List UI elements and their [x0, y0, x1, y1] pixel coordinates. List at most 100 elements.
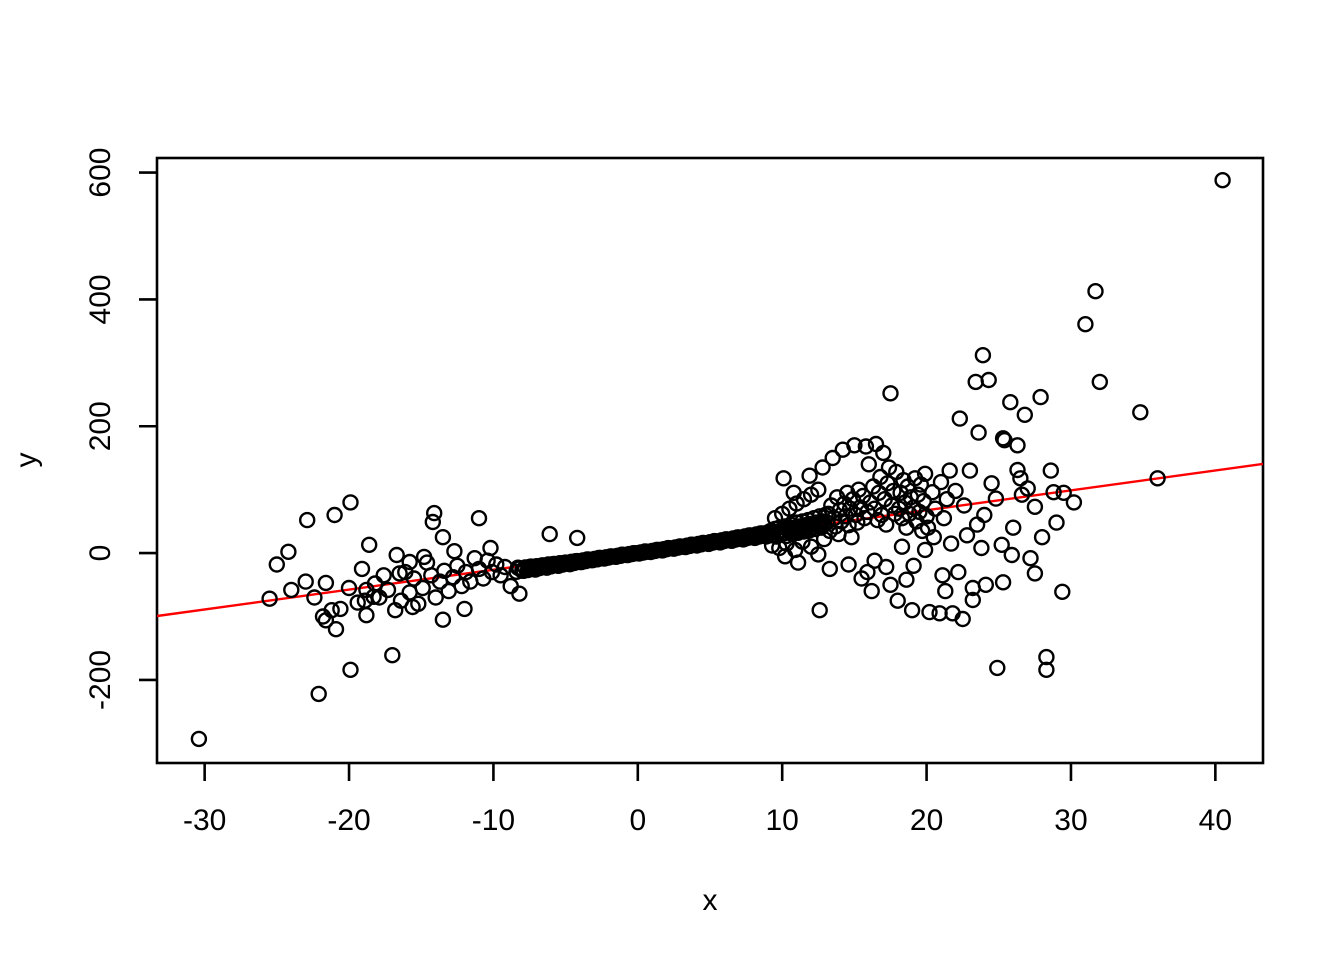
data-point — [843, 529, 860, 546]
data-point — [840, 556, 857, 573]
data-point — [361, 536, 378, 553]
data-point — [1045, 484, 1062, 501]
data-point — [358, 607, 375, 624]
data-point — [882, 385, 899, 402]
data-point — [1055, 484, 1072, 501]
data-point — [993, 536, 1010, 553]
data-point — [878, 516, 895, 533]
data-point — [280, 543, 297, 560]
data-point — [1026, 565, 1044, 582]
data-point — [789, 554, 807, 571]
data-point — [889, 592, 906, 609]
data-point — [961, 462, 979, 479]
data-point — [950, 563, 967, 581]
data-point — [625, 545, 642, 562]
data-point — [964, 591, 981, 609]
data-point — [569, 529, 586, 547]
data-point — [810, 481, 827, 498]
x-axis-ticks — [203, 763, 1217, 781]
data-point — [866, 552, 883, 569]
data-point — [938, 491, 955, 508]
data-point — [434, 611, 452, 628]
data-point — [1005, 519, 1022, 536]
data-point — [1012, 470, 1029, 487]
data-point — [801, 467, 818, 484]
y-tick-label: -200 — [84, 650, 117, 710]
data-point — [924, 484, 941, 501]
data-point — [190, 730, 208, 748]
data-point — [1033, 529, 1051, 546]
data-point — [317, 612, 335, 629]
data-point — [1009, 437, 1026, 454]
data-point — [1009, 461, 1026, 479]
data-point — [579, 551, 596, 568]
data-point — [863, 582, 880, 600]
data-point — [366, 575, 384, 592]
data-point — [424, 513, 441, 531]
y-tick-label: 400 — [84, 274, 117, 324]
data-point — [989, 659, 1006, 677]
data-point — [602, 548, 619, 565]
data-point — [310, 685, 327, 703]
data-point — [446, 543, 463, 560]
plot-border — [155, 156, 1265, 765]
data-point — [1002, 394, 1019, 411]
data-point — [973, 539, 990, 557]
data-point — [384, 647, 401, 664]
data-point — [882, 576, 899, 593]
data-point — [915, 492, 932, 510]
data-point — [1022, 550, 1039, 567]
data-point — [867, 435, 885, 453]
x-tick-label: 20 — [910, 804, 943, 837]
data-point — [327, 621, 345, 638]
x-tick-label: 10 — [766, 804, 799, 837]
data-point — [810, 546, 827, 563]
data-point — [811, 602, 828, 619]
x-tick-label: -10 — [472, 804, 515, 837]
data-point — [1054, 583, 1071, 600]
data-point — [912, 476, 929, 493]
data-point — [1038, 661, 1055, 678]
data-point — [375, 567, 392, 584]
data-point — [659, 539, 677, 557]
data-point — [1003, 546, 1020, 564]
data-point — [976, 506, 993, 524]
data-point — [921, 603, 938, 621]
data-points-layer — [190, 171, 1231, 748]
data-point — [427, 589, 444, 606]
data-point — [371, 589, 388, 606]
data-point — [968, 516, 986, 533]
x-tick-label: -30 — [183, 804, 226, 837]
data-point — [1065, 494, 1083, 511]
data-point — [994, 574, 1012, 591]
y-tick-label: 600 — [84, 148, 117, 198]
data-point — [340, 579, 358, 597]
data-point — [846, 437, 863, 454]
data-point — [932, 473, 950, 491]
data-point — [1016, 406, 1034, 423]
data-point — [470, 510, 488, 527]
data-point — [317, 574, 335, 592]
y-axis-tick-labels: -200 0 200 400 600 — [84, 148, 117, 710]
data-point — [919, 519, 937, 536]
data-point — [567, 553, 584, 570]
data-point — [875, 444, 892, 462]
data-point — [958, 527, 976, 544]
data-point — [941, 462, 958, 479]
data-point — [967, 373, 984, 391]
data-point — [987, 490, 1005, 507]
data-point — [648, 541, 665, 559]
data-point — [314, 608, 332, 625]
data-point — [903, 602, 921, 619]
x-axis-tick-labels: -30 -20 -10 0 10 20 30 40 — [183, 804, 1232, 837]
data-point — [410, 595, 427, 612]
data-point — [466, 550, 483, 567]
data-point — [440, 582, 457, 600]
data-point — [994, 430, 1012, 447]
data-point — [1026, 498, 1044, 515]
data-point — [942, 535, 960, 552]
data-point — [456, 600, 473, 618]
data-point — [857, 438, 875, 455]
